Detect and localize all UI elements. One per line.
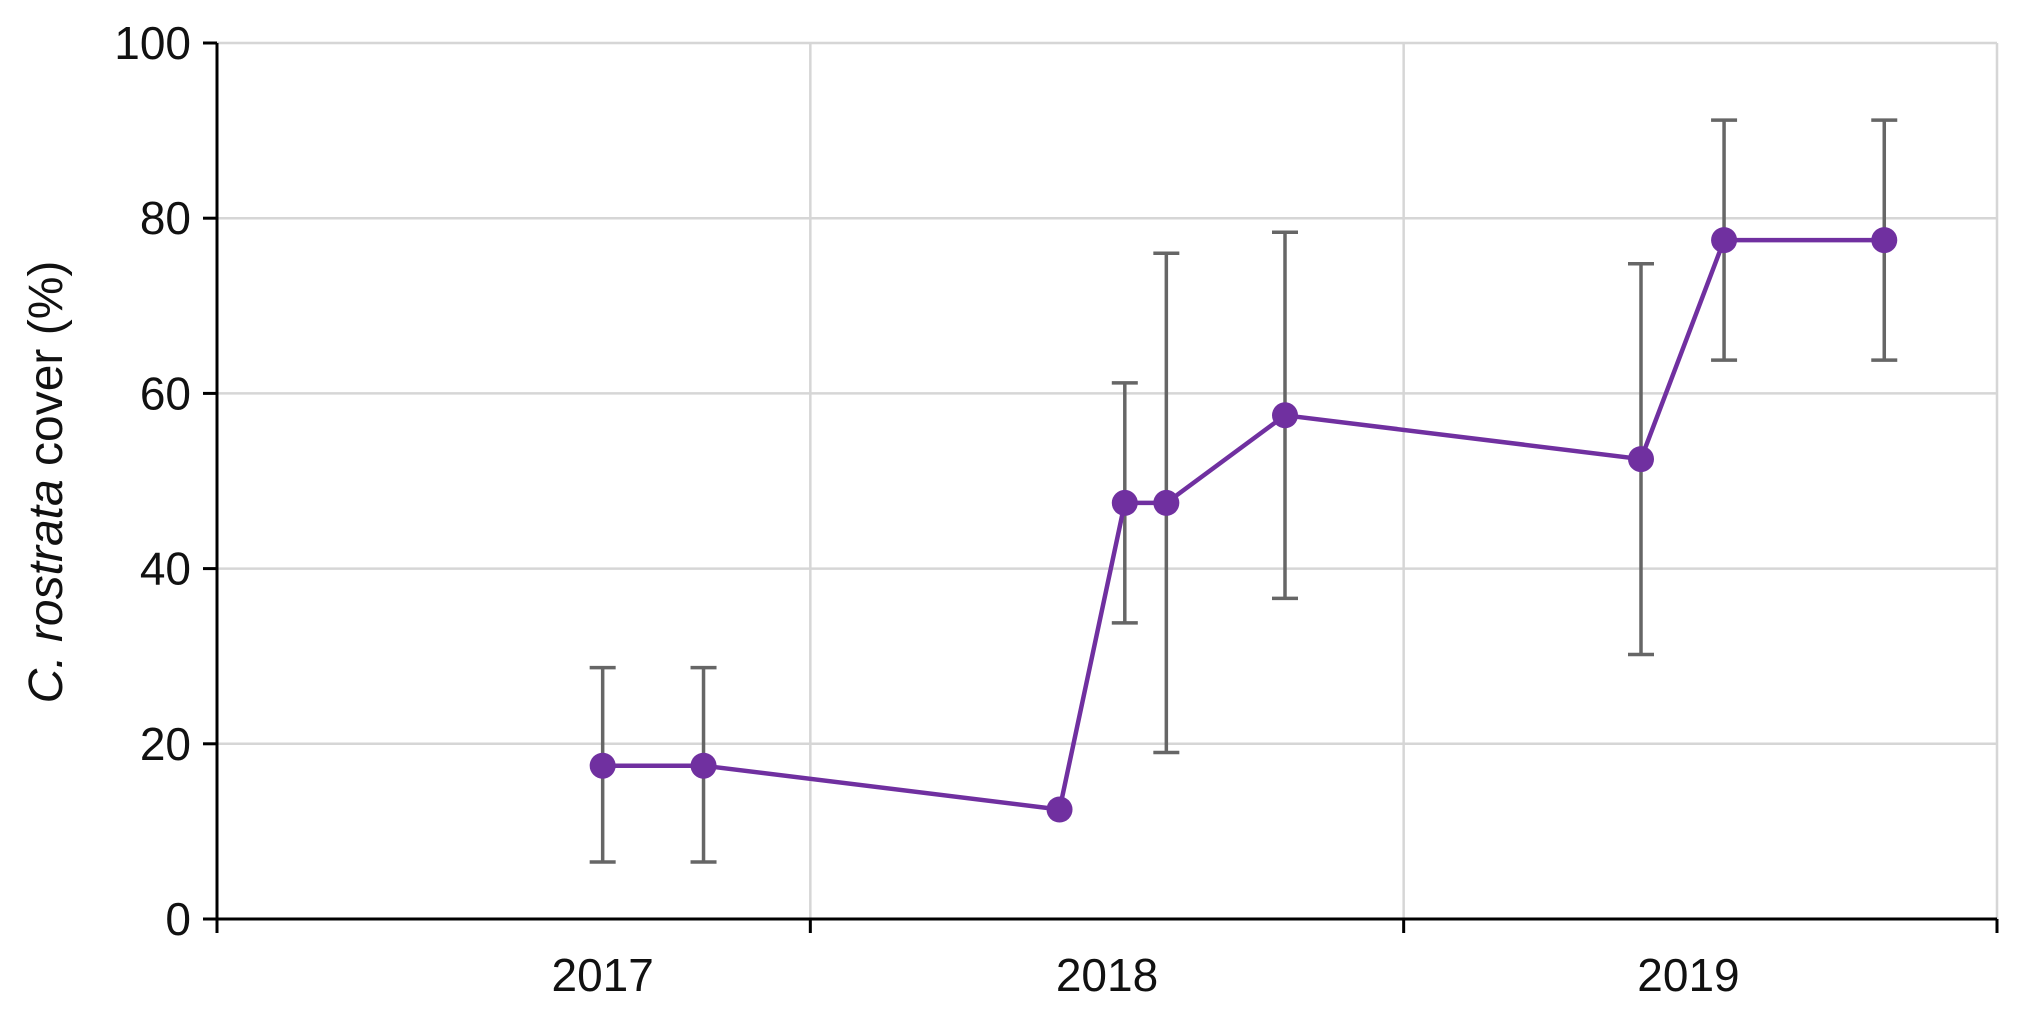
y-axis-label: C. rostrata cover (%) bbox=[20, 261, 73, 704]
y-tick-label: 20 bbox=[140, 718, 191, 770]
data-point bbox=[1111, 489, 1138, 516]
x-tick-label: 2018 bbox=[1056, 949, 1158, 1001]
error-bars bbox=[589, 118, 1898, 864]
x-tick-label: 2019 bbox=[1637, 949, 1739, 1001]
y-tick-label: 100 bbox=[114, 17, 191, 69]
axes bbox=[203, 41, 1999, 933]
series-line bbox=[602, 237, 1885, 812]
y-axis-label-genus: C. bbox=[20, 642, 73, 703]
y-tick-label: 0 bbox=[165, 893, 191, 945]
data-point bbox=[1871, 227, 1898, 254]
data-point bbox=[1628, 446, 1654, 473]
y-tick-label: 60 bbox=[140, 367, 191, 419]
x-tick-label: 2017 bbox=[551, 949, 653, 1001]
data-point bbox=[1153, 489, 1180, 516]
data-series bbox=[589, 227, 1898, 823]
data-point bbox=[1046, 796, 1073, 823]
data-point bbox=[1711, 227, 1738, 254]
tick-labels: 0 20 40 60 80 100 2017 2018 2019 bbox=[114, 17, 1739, 1001]
y-tick-label: 40 bbox=[140, 543, 191, 595]
grid-lines bbox=[217, 41, 1999, 919]
y-axis-label-species: rostrata bbox=[20, 479, 73, 642]
data-point bbox=[690, 752, 717, 779]
y-axis-label-unit: cover (%) bbox=[20, 261, 73, 480]
data-point bbox=[589, 752, 616, 779]
y-tick-label: 80 bbox=[140, 192, 191, 244]
data-point bbox=[1272, 402, 1298, 429]
